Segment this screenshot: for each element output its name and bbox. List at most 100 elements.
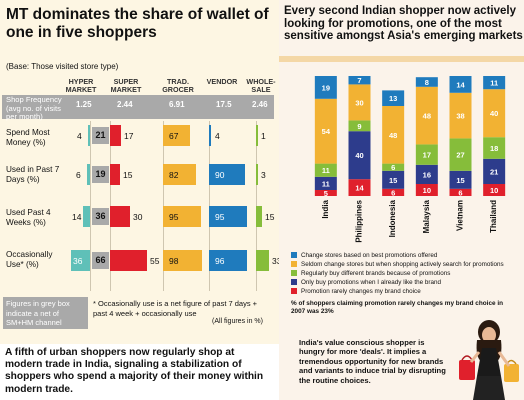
stacked-bar-segment bbox=[348, 131, 371, 180]
bar-trad bbox=[163, 250, 202, 271]
decorative-stripe bbox=[279, 56, 524, 62]
legend-label: Change stores based on best promotions o… bbox=[301, 252, 438, 259]
stacked-bar-segment bbox=[314, 190, 337, 196]
legend-label: Seldom change stores but when shopping a… bbox=[301, 261, 504, 268]
bar-vendor bbox=[209, 206, 247, 227]
net-value-box: 21 bbox=[92, 127, 109, 144]
stacked-bar-segment bbox=[415, 164, 438, 184]
category-label: Thailand bbox=[489, 200, 498, 233]
segment-value-label: 38 bbox=[456, 112, 464, 121]
left-panel: MT dominates the share of wallet of one … bbox=[0, 0, 282, 400]
value-label-hyper: 14 bbox=[72, 212, 82, 222]
value-label-super: 30 bbox=[133, 212, 143, 222]
segment-value-label: 9 bbox=[357, 122, 361, 131]
legend-swatch bbox=[291, 270, 297, 276]
row-label-7days: Used in Past 7 Days (%) bbox=[6, 165, 60, 184]
bar-trad bbox=[163, 164, 196, 185]
stacked-bar-segment bbox=[415, 144, 438, 165]
segment-value-label: 14 bbox=[355, 184, 364, 193]
bar-hyper bbox=[88, 125, 90, 146]
value-label-vendor: 95 bbox=[215, 212, 225, 222]
value-label-hyper: 6 bbox=[76, 170, 81, 180]
bar-super bbox=[110, 164, 120, 185]
stacked-bar-segment bbox=[483, 158, 506, 184]
value-label-hyper: 4 bbox=[77, 131, 82, 141]
bar-whole bbox=[256, 250, 269, 271]
left-caption: A fifth of urban shoppers now regularly … bbox=[0, 344, 279, 400]
stacked-bar-segment bbox=[449, 138, 472, 171]
stacked-bar-segment bbox=[382, 170, 405, 189]
stacked-bar-segment bbox=[348, 84, 371, 121]
bar-whole bbox=[256, 125, 258, 146]
bar-trad bbox=[163, 125, 190, 146]
category-label: Malaysia bbox=[422, 199, 431, 233]
net-footnote: * Occasionally use is a net figure of pa… bbox=[93, 299, 258, 318]
segment-value-label: 54 bbox=[322, 127, 331, 136]
bar-vendor bbox=[209, 125, 211, 146]
stacked-bar-segment bbox=[314, 76, 337, 99]
segment-value-label: 17 bbox=[423, 151, 431, 160]
row-label-occasional: Occasionally Use* (%) bbox=[6, 250, 53, 269]
stacked-bar-segment bbox=[415, 77, 438, 87]
stacked-bar-segment bbox=[314, 176, 337, 190]
segment-value-label: 11 bbox=[322, 166, 330, 175]
right-title: Every second Indian shopper now actively… bbox=[284, 5, 523, 42]
col-super: SUPER MARKET bbox=[110, 77, 142, 94]
value-label-vendor: 4 bbox=[215, 131, 220, 141]
row-label-spend: Spend Most Money (%) bbox=[6, 128, 50, 147]
segment-value-label: 7 bbox=[357, 76, 361, 85]
value-label-vendor: 96 bbox=[215, 256, 225, 266]
legend-note: % of shoppers claiming promotion rarely … bbox=[291, 300, 504, 315]
legend-swatch bbox=[291, 279, 297, 285]
segment-value-label: 6 bbox=[391, 163, 395, 172]
stacked-bar-segment bbox=[382, 188, 405, 196]
net-value-box: 19 bbox=[92, 166, 109, 183]
value-label-whole: 1 bbox=[261, 131, 266, 141]
segment-value-label: 19 bbox=[322, 83, 330, 92]
bar-hyper bbox=[71, 250, 90, 271]
bar-whole bbox=[256, 164, 258, 185]
base-note: (Base: Those visited store type) bbox=[6, 62, 119, 71]
bar-hyper bbox=[83, 206, 90, 227]
bar-hyper bbox=[87, 164, 90, 185]
segment-value-label: 15 bbox=[456, 176, 464, 185]
value-label-trad: 95 bbox=[169, 212, 179, 222]
legend-label: Promotion rarely changes my brand choice bbox=[301, 288, 421, 295]
value-label-whole: 33 bbox=[272, 256, 282, 266]
shop-frequency-band bbox=[2, 95, 274, 119]
segment-value-label: 6 bbox=[391, 188, 395, 197]
value-label-super: 17 bbox=[124, 131, 134, 141]
stacked-bar-segment bbox=[483, 89, 506, 138]
legend-item-rarely-changes: Promotion rarely changes my brand choice bbox=[291, 288, 421, 296]
value-label-whole: 3 bbox=[261, 170, 266, 180]
legend-swatch bbox=[291, 288, 297, 294]
stacked-bar-segment bbox=[382, 90, 405, 106]
legend-item-change-stores: Change stores based on best promotions o… bbox=[291, 252, 437, 260]
stacked-bar-segment bbox=[483, 137, 506, 159]
category-label: Indonesia bbox=[388, 199, 397, 237]
legend-swatch bbox=[291, 261, 297, 267]
value-label-trad: 98 bbox=[169, 256, 179, 266]
row-label-4weeks: Used Past 4 Weeks (%) bbox=[6, 208, 51, 227]
value-label-whole: 15 bbox=[265, 212, 275, 222]
bar-trad bbox=[163, 206, 201, 227]
stacked-bar-segment bbox=[449, 76, 472, 93]
legend-swatch bbox=[291, 252, 297, 258]
segment-value-label: 21 bbox=[490, 167, 498, 176]
col-vendor: VENDOR bbox=[206, 77, 238, 86]
segment-value-label: 5 bbox=[324, 189, 328, 198]
bar-vendor bbox=[209, 164, 245, 185]
legend-label: Regularly buy different brands because o… bbox=[301, 270, 451, 277]
stacked-bar-segment bbox=[483, 76, 506, 90]
right-quote: India's value conscious shopper is hungr… bbox=[299, 338, 446, 385]
segment-value-label: 10 bbox=[423, 186, 431, 195]
segment-value-label: 27 bbox=[456, 151, 464, 160]
value-label-trad: 82 bbox=[169, 170, 179, 180]
stacked-bar-segment bbox=[348, 120, 371, 132]
segment-value-label: 11 bbox=[490, 79, 498, 88]
bar-super bbox=[110, 125, 121, 146]
category-label: Vietnam bbox=[456, 200, 465, 231]
shopper-woman-illustration bbox=[459, 320, 519, 400]
segment-value-label: 10 bbox=[490, 186, 498, 195]
col-trad: TRAD. GROCER bbox=[162, 77, 194, 94]
